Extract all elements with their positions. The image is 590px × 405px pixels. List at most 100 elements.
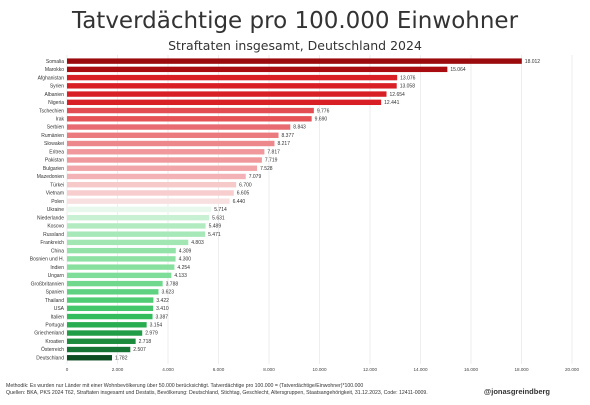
category-label: Polen — [51, 199, 64, 205]
bar — [67, 58, 522, 64]
category-label: Portugal — [45, 323, 64, 329]
category-label: Afghanistan — [38, 75, 65, 81]
value-label: 9.690 — [315, 117, 328, 123]
value-label: 3.422 — [156, 298, 169, 304]
bar — [67, 256, 176, 262]
x-tick-label: 18.000 — [514, 367, 528, 372]
bar — [67, 231, 206, 237]
value-labels: 18.012 15.064 13.076 13.058 12.654 12.441 9.77… — [115, 59, 540, 362]
category-label: Slowakei — [44, 141, 64, 147]
value-label: 9.776 — [317, 108, 330, 114]
value-label: 2.507 — [133, 347, 146, 353]
category-label: USA — [54, 306, 65, 312]
x-tick-label: 8.000 — [263, 367, 275, 372]
bar — [67, 91, 387, 97]
author-handle: @jonasgreindberg — [483, 387, 550, 396]
category-label: Irak — [56, 117, 65, 123]
value-label: 8.217 — [277, 141, 290, 147]
bar — [67, 297, 154, 303]
x-tick-label: 0 — [66, 367, 69, 372]
bar — [67, 355, 112, 361]
bar — [67, 165, 258, 171]
value-label: 12.654 — [390, 92, 406, 98]
bar — [67, 157, 262, 163]
bar — [67, 239, 189, 246]
value-label: 3.623 — [161, 290, 174, 296]
value-label: 7.817 — [267, 149, 280, 155]
category-label: Tschechien — [39, 108, 64, 114]
value-label: 3.788 — [166, 281, 179, 287]
bar — [67, 247, 176, 254]
value-label: 4.254 — [177, 265, 190, 271]
category-label: Österreich — [41, 346, 64, 353]
category-label: Kroatien — [45, 339, 64, 345]
bar — [67, 190, 234, 196]
bar — [67, 83, 397, 89]
value-label: 3.154 — [150, 323, 163, 329]
value-label: 6.605 — [237, 191, 250, 197]
value-label: 6.440 — [233, 199, 246, 205]
category-label: Türkei — [50, 182, 64, 188]
bar — [67, 182, 237, 188]
category-label: Bulgarien — [43, 166, 64, 172]
value-label: 3.387 — [156, 314, 169, 320]
category-label: Somalia — [46, 59, 64, 65]
value-label: 2.979 — [145, 331, 158, 337]
bar — [67, 305, 154, 312]
category-label: Spanien — [46, 290, 65, 296]
category-label: Bosnien und H. — [30, 257, 64, 263]
bar — [67, 66, 448, 73]
x-tick-label: 12.000 — [363, 367, 377, 372]
bar — [67, 330, 143, 336]
x-tick-label: 4.000 — [162, 367, 174, 372]
category-label: Nigeria — [48, 100, 64, 106]
category-labels: Somalia Marokko Afghanistan Syrien Albanien N… — [30, 59, 65, 362]
bar — [67, 280, 163, 287]
bar — [67, 322, 147, 328]
value-label: 6.700 — [239, 182, 252, 188]
bar — [67, 132, 279, 138]
value-label: 5.471 — [208, 232, 221, 238]
bar — [67, 338, 136, 344]
x-axis-tick-labels: 0 2.000 4.000 6.000 8.000 10.000 12.000 14.000 1… — [66, 367, 580, 372]
category-label: Kosovo — [47, 224, 64, 230]
x-tick-label: 2.000 — [112, 367, 124, 372]
bar — [67, 272, 172, 279]
category-label: Vietnam — [46, 191, 64, 197]
category-label: Albanien — [45, 92, 65, 98]
value-label: 4.309 — [179, 248, 192, 254]
value-label: 8.843 — [293, 125, 306, 131]
category-label: Eritrea — [49, 149, 64, 155]
value-label: 5.489 — [209, 224, 222, 230]
bar — [67, 346, 131, 353]
value-label: 8.377 — [282, 133, 295, 139]
bar — [67, 74, 398, 81]
bar — [67, 214, 210, 221]
value-label: 12.441 — [384, 100, 400, 106]
value-label: 7.528 — [260, 166, 273, 172]
value-label: 4.803 — [191, 240, 204, 246]
bar — [67, 206, 212, 213]
category-label: Ungarn — [48, 273, 65, 279]
category-label: Deutschland — [36, 355, 64, 361]
value-label: 5.714 — [214, 207, 227, 213]
bar — [67, 116, 312, 122]
bar — [67, 264, 175, 270]
value-label: 4.133 — [174, 273, 187, 279]
bar — [67, 124, 291, 130]
sources-note: Quellen: BKA, PKS 2024 T62, Straftaten i… — [6, 390, 428, 396]
value-label: 18.012 — [525, 59, 541, 65]
category-label: Marokko — [45, 67, 64, 73]
value-label: 4.300 — [179, 257, 192, 263]
category-label: Ukraine — [47, 207, 64, 213]
bar — [67, 223, 206, 229]
category-label: Syrien — [50, 84, 64, 90]
value-label: 7.079 — [249, 174, 262, 180]
bars-group — [67, 58, 522, 361]
x-tick-label: 10.000 — [312, 367, 326, 372]
category-label: Griechenland — [34, 331, 64, 337]
methodology-note: Methodik: Es wurden nur Länder mit einer… — [6, 383, 364, 389]
category-label: Indien — [50, 265, 64, 271]
footnote: Methodik: Es wurden nur Länder mit einer… — [6, 383, 476, 397]
